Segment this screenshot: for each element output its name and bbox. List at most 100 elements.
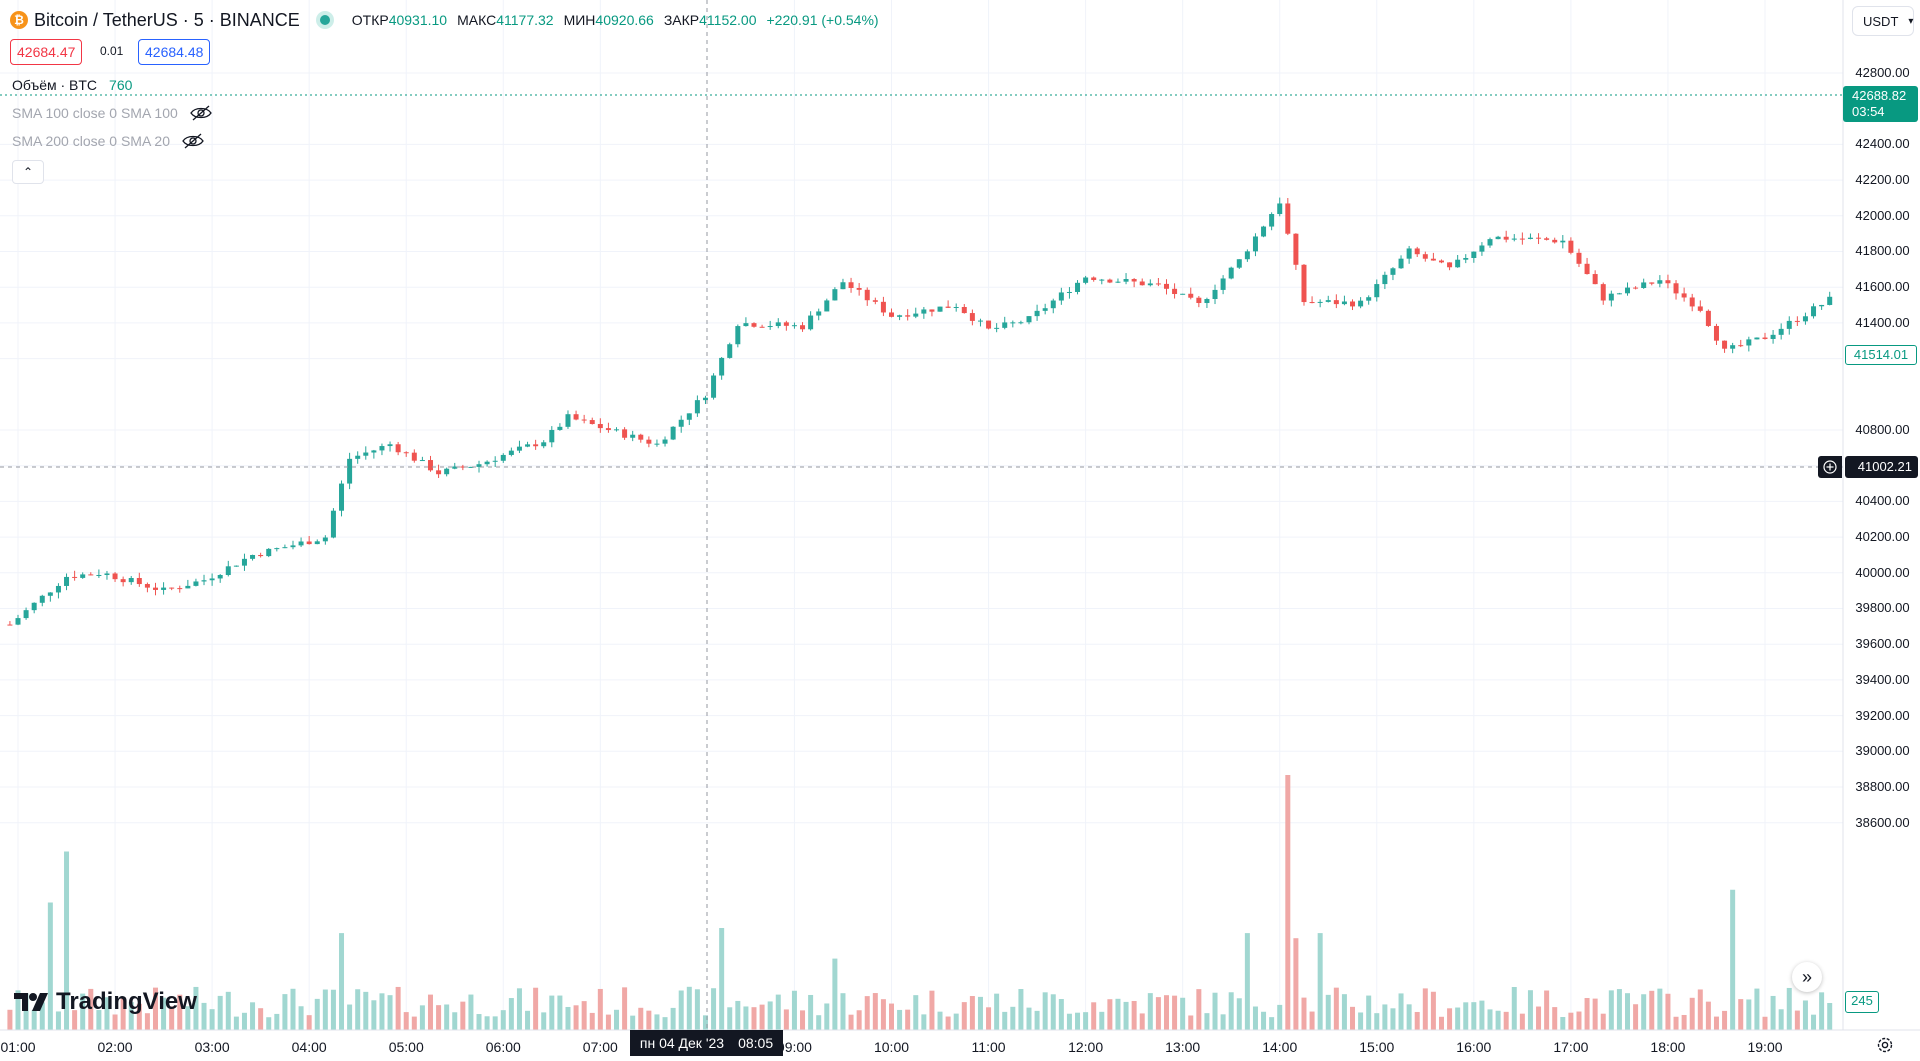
volume-bar [945,1016,951,1030]
candle-body [1552,239,1558,243]
candle-body [47,592,53,596]
candle-body [1649,282,1655,284]
sell-button[interactable]: 42684.47 [10,39,83,65]
collapse-legend-button[interactable]: ⌃ [12,160,44,184]
tradingview-logo[interactable]: TradingView [14,988,197,1016]
candle-body [120,579,126,583]
candle-body [1560,240,1566,243]
volume-bar [1778,1009,1784,1030]
candle-body [897,315,903,317]
candle-body [484,461,490,465]
volume-bar [444,1004,450,1030]
volume-bar [824,1003,830,1030]
eye-off-icon[interactable] [182,133,204,149]
volume-bar [1519,1013,1525,1030]
last-price-tag: 42688.82 03:54 [1843,86,1918,122]
plus-circle-icon[interactable] [1818,456,1842,478]
time-axis-label: 16:00 [1456,1039,1492,1055]
symbol-title[interactable]: Bitcoin / TetherUS · 5 · BINANCE [34,9,300,30]
volume-bar [1293,938,1299,1030]
volume-bar [1066,1013,1072,1030]
candle-body [476,464,482,467]
candle-body [945,306,951,308]
volume-bars [7,775,1833,1030]
volume-bar [670,1007,676,1030]
candle-body [913,313,919,317]
volume-bar [347,1004,353,1030]
volume-indicator-legend[interactable]: Объём · BTC 760 [12,77,132,93]
candle-body [1536,237,1542,239]
volume-bar [508,998,514,1030]
volume-bar [638,1007,644,1030]
market-status-icon[interactable] [319,15,330,25]
crosshair-time-tag: пн 04 Дек '23 08:05 [630,1030,783,1056]
volume-bar [387,995,393,1030]
volume-bar [662,1017,668,1030]
volume-bar [1034,1010,1040,1030]
volume-bar [452,1012,458,1030]
volume-bar [306,1015,312,1030]
candle-body [460,466,466,468]
eye-off-icon[interactable] [189,105,212,121]
candle-body [1713,325,1719,341]
volume-bar [1147,993,1153,1030]
volume-bar [322,989,328,1030]
candle-body [711,375,717,398]
volume-bar [1746,999,1752,1030]
candle-body [209,578,215,581]
candle-body [678,419,684,427]
candle-body [1155,283,1161,285]
currency-select[interactable]: USDT ▾ [1852,6,1914,36]
volume-bar [1204,1013,1210,1030]
volume-bar [1738,999,1744,1030]
volume-bar [686,986,692,1030]
volume-bar [533,987,539,1030]
volume-bar [783,1009,789,1030]
candle-body [282,547,288,549]
candle-body [1681,293,1687,298]
candle-body [39,595,45,603]
volume-bar [969,996,975,1030]
candle-body [1697,306,1703,311]
candle-body [31,602,37,611]
volume-bar [1762,1016,1768,1030]
sma200-indicator-legend[interactable]: SMA 200 close 0 SMA 20 [12,133,204,149]
candle-body [929,309,935,312]
volume-bar [549,995,555,1030]
volume-bar [23,993,29,1030]
candle-body [1204,299,1210,304]
volume-bar [1811,1014,1817,1030]
candle-body [1163,283,1169,289]
candle-body [1625,287,1631,294]
candle-body [1285,203,1291,234]
candle-body [225,566,231,576]
volume-bar [1786,987,1792,1030]
candle-body [1147,283,1153,286]
candle-body [783,322,789,326]
volume-bar [241,1012,247,1030]
volume-bar [258,1008,264,1030]
candle-body [1293,233,1299,265]
candle-body [573,414,579,420]
time-axis-label: 03:00 [194,1039,230,1055]
volume-bar [1220,1014,1226,1030]
candle-body [1091,277,1097,280]
volume-bar [759,1004,765,1030]
candle-body [347,458,353,484]
settings-button[interactable] [1874,1034,1896,1056]
volume-bar [678,990,684,1030]
volume-bar [1697,989,1703,1030]
candle-body [1390,268,1396,275]
price-axis-label: 41400.00 [1855,314,1910,330]
candle-body [977,320,983,322]
candle-body [953,307,959,309]
sma100-indicator-legend[interactable]: SMA 100 close 0 SMA 100 [12,105,212,121]
price-axis-label: 39600.00 [1855,636,1910,652]
volume-bar [751,1007,757,1030]
crosshair-date: пн 04 Дек '23 [639,1035,725,1051]
buy-button[interactable]: 42684.48 [138,39,211,65]
scroll-to-realtime-button[interactable]: » [1792,962,1822,992]
candle-body [436,470,442,475]
candle-body [1301,264,1307,303]
